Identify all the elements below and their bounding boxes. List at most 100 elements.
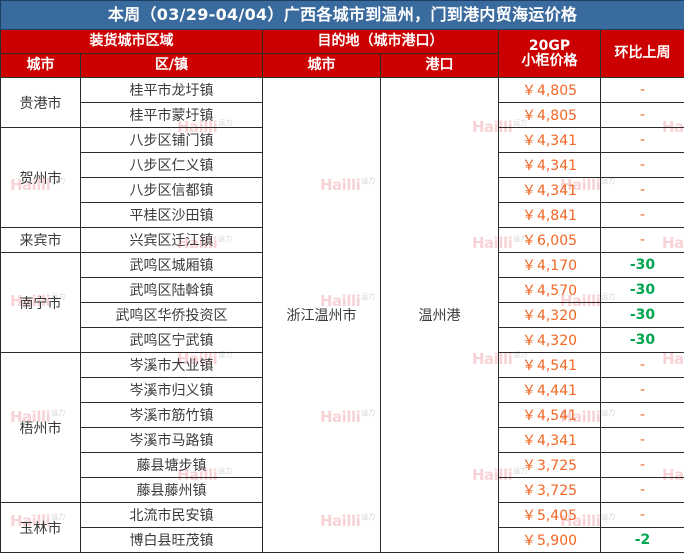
price-amount: 6,005 bbox=[537, 233, 577, 249]
table-row: 贵港市桂平市龙圩镇浙江温州市温州港￥4,805- bbox=[1, 78, 684, 103]
origin-district-cell: 岑溪市马路镇 bbox=[81, 428, 263, 453]
yen-symbol-icon: ￥ bbox=[522, 283, 536, 299]
price-amount: 4,320 bbox=[537, 333, 577, 349]
change-cell: - bbox=[601, 128, 684, 153]
header-city: 城市 bbox=[1, 54, 81, 78]
yen-symbol-icon: ￥ bbox=[522, 408, 536, 424]
header-price-column: 20GP 小柜价格 bbox=[499, 30, 601, 78]
origin-district-cell: 藤县藤州镇 bbox=[81, 478, 263, 503]
price-cell: ￥4,805 bbox=[499, 103, 601, 128]
yen-symbol-icon: ￥ bbox=[522, 508, 536, 524]
origin-district-cell: 武鸣区陆斡镇 bbox=[81, 278, 263, 303]
price-cell: ￥4,341 bbox=[499, 428, 601, 453]
price-amount: 3,725 bbox=[537, 458, 577, 474]
table-body: 贵港市桂平市龙圩镇浙江温州市温州港￥4,805-桂平市蒙圩镇￥4,805-贺州市… bbox=[1, 78, 684, 553]
price-amount: 4,541 bbox=[537, 408, 577, 424]
yen-symbol-icon: ￥ bbox=[522, 158, 536, 174]
origin-district-cell: 岑溪市大业镇 bbox=[81, 353, 263, 378]
price-amount: 4,805 bbox=[537, 108, 577, 124]
origin-district-cell: 北流市民安镇 bbox=[81, 503, 263, 528]
price-cell: ￥4,841 bbox=[499, 203, 601, 228]
price-cell: ￥5,900 bbox=[499, 528, 601, 553]
change-cell: - bbox=[601, 503, 684, 528]
origin-city-cell: 南宁市 bbox=[1, 253, 81, 353]
table-title-row: 本周（03/29-04/04）广西各城市到温州，门到港内贸海运价格 bbox=[1, 1, 684, 30]
price-cell: ￥4,341 bbox=[499, 178, 601, 203]
change-cell: - bbox=[601, 428, 684, 453]
header-dest-port: 港口 bbox=[381, 54, 499, 78]
origin-district-cell: 桂平市蒙圩镇 bbox=[81, 103, 263, 128]
price-amount: 5,405 bbox=[537, 508, 577, 524]
change-cell: - bbox=[601, 203, 684, 228]
price-amount: 4,320 bbox=[537, 308, 577, 324]
origin-city-cell: 玉林市 bbox=[1, 503, 81, 553]
page-title: 本周（03/29-04/04）广西各城市到温州，门到港内贸海运价格 bbox=[1, 1, 684, 30]
price-amount: 4,341 bbox=[537, 433, 577, 449]
change-cell: -30 bbox=[601, 253, 684, 278]
origin-district-cell: 武鸣区城厢镇 bbox=[81, 253, 263, 278]
yen-symbol-icon: ￥ bbox=[522, 83, 536, 99]
price-amount: 3,725 bbox=[537, 483, 577, 499]
yen-symbol-icon: ￥ bbox=[522, 133, 536, 149]
change-cell: -2 bbox=[601, 528, 684, 553]
origin-district-cell: 博白县旺茂镇 bbox=[81, 528, 263, 553]
price-cell: ￥4,805 bbox=[499, 78, 601, 103]
change-cell: - bbox=[601, 353, 684, 378]
destination-city-cell: 浙江温州市 bbox=[263, 78, 381, 553]
origin-district-cell: 武鸣区华侨投资区 bbox=[81, 303, 263, 328]
change-cell: - bbox=[601, 228, 684, 253]
price-cell: ￥4,441 bbox=[499, 378, 601, 403]
price-cell: ￥4,320 bbox=[499, 328, 601, 353]
change-cell: - bbox=[601, 453, 684, 478]
origin-city-cell: 梧州市 bbox=[1, 353, 81, 503]
price-amount: 4,570 bbox=[537, 283, 577, 299]
change-cell: -30 bbox=[601, 278, 684, 303]
yen-symbol-icon: ￥ bbox=[522, 208, 536, 224]
yen-symbol-icon: ￥ bbox=[522, 433, 536, 449]
yen-symbol-icon: ￥ bbox=[522, 108, 536, 124]
header-price-line1: 20GP bbox=[499, 39, 600, 54]
price-cell: ￥5,405 bbox=[499, 503, 601, 528]
change-cell: - bbox=[601, 378, 684, 403]
origin-district-cell: 八步区铺门镇 bbox=[81, 128, 263, 153]
price-cell: ￥4,320 bbox=[499, 303, 601, 328]
change-cell: - bbox=[601, 78, 684, 103]
price-cell: ￥4,341 bbox=[499, 153, 601, 178]
origin-city-cell: 贵港市 bbox=[1, 78, 81, 128]
yen-symbol-icon: ￥ bbox=[522, 458, 536, 474]
header-change-column: 环比上周 bbox=[601, 30, 684, 78]
yen-symbol-icon: ￥ bbox=[522, 258, 536, 274]
header-price-line2: 小柜价格 bbox=[499, 54, 600, 69]
price-amount: 4,541 bbox=[537, 358, 577, 374]
price-cell: ￥4,541 bbox=[499, 403, 601, 428]
price-cell: ￥4,541 bbox=[499, 353, 601, 378]
header-destination-group: 目的地（城市港口） bbox=[263, 30, 499, 54]
header-origin-group: 装货城市区域 bbox=[1, 30, 263, 54]
origin-district-cell: 藤县塘步镇 bbox=[81, 453, 263, 478]
price-amount: 4,341 bbox=[537, 158, 577, 174]
yen-symbol-icon: ￥ bbox=[522, 233, 536, 249]
header-district: 区/镇 bbox=[81, 54, 263, 78]
change-cell: - bbox=[601, 153, 684, 178]
price-cell: ￥6,005 bbox=[499, 228, 601, 253]
origin-district-cell: 八步区仁义镇 bbox=[81, 153, 263, 178]
origin-district-cell: 桂平市龙圩镇 bbox=[81, 78, 263, 103]
change-cell: - bbox=[601, 178, 684, 203]
yen-symbol-icon: ￥ bbox=[522, 358, 536, 374]
origin-district-cell: 武鸣区宁武镇 bbox=[81, 328, 263, 353]
price-amount: 4,805 bbox=[537, 83, 577, 99]
origin-city-cell: 来宾市 bbox=[1, 228, 81, 253]
yen-symbol-icon: ￥ bbox=[522, 183, 536, 199]
yen-symbol-icon: ￥ bbox=[522, 533, 536, 549]
origin-district-cell: 岑溪市归义镇 bbox=[81, 378, 263, 403]
price-amount: 4,441 bbox=[537, 383, 577, 399]
price-cell: ￥3,725 bbox=[499, 453, 601, 478]
origin-district-cell: 平桂区沙田镇 bbox=[81, 203, 263, 228]
change-cell: - bbox=[601, 403, 684, 428]
price-amount: 4,341 bbox=[537, 183, 577, 199]
header-dest-city: 城市 bbox=[263, 54, 381, 78]
price-cell: ￥4,170 bbox=[499, 253, 601, 278]
price-cell: ￥4,570 bbox=[499, 278, 601, 303]
yen-symbol-icon: ￥ bbox=[522, 483, 536, 499]
origin-district-cell: 八步区信都镇 bbox=[81, 178, 263, 203]
